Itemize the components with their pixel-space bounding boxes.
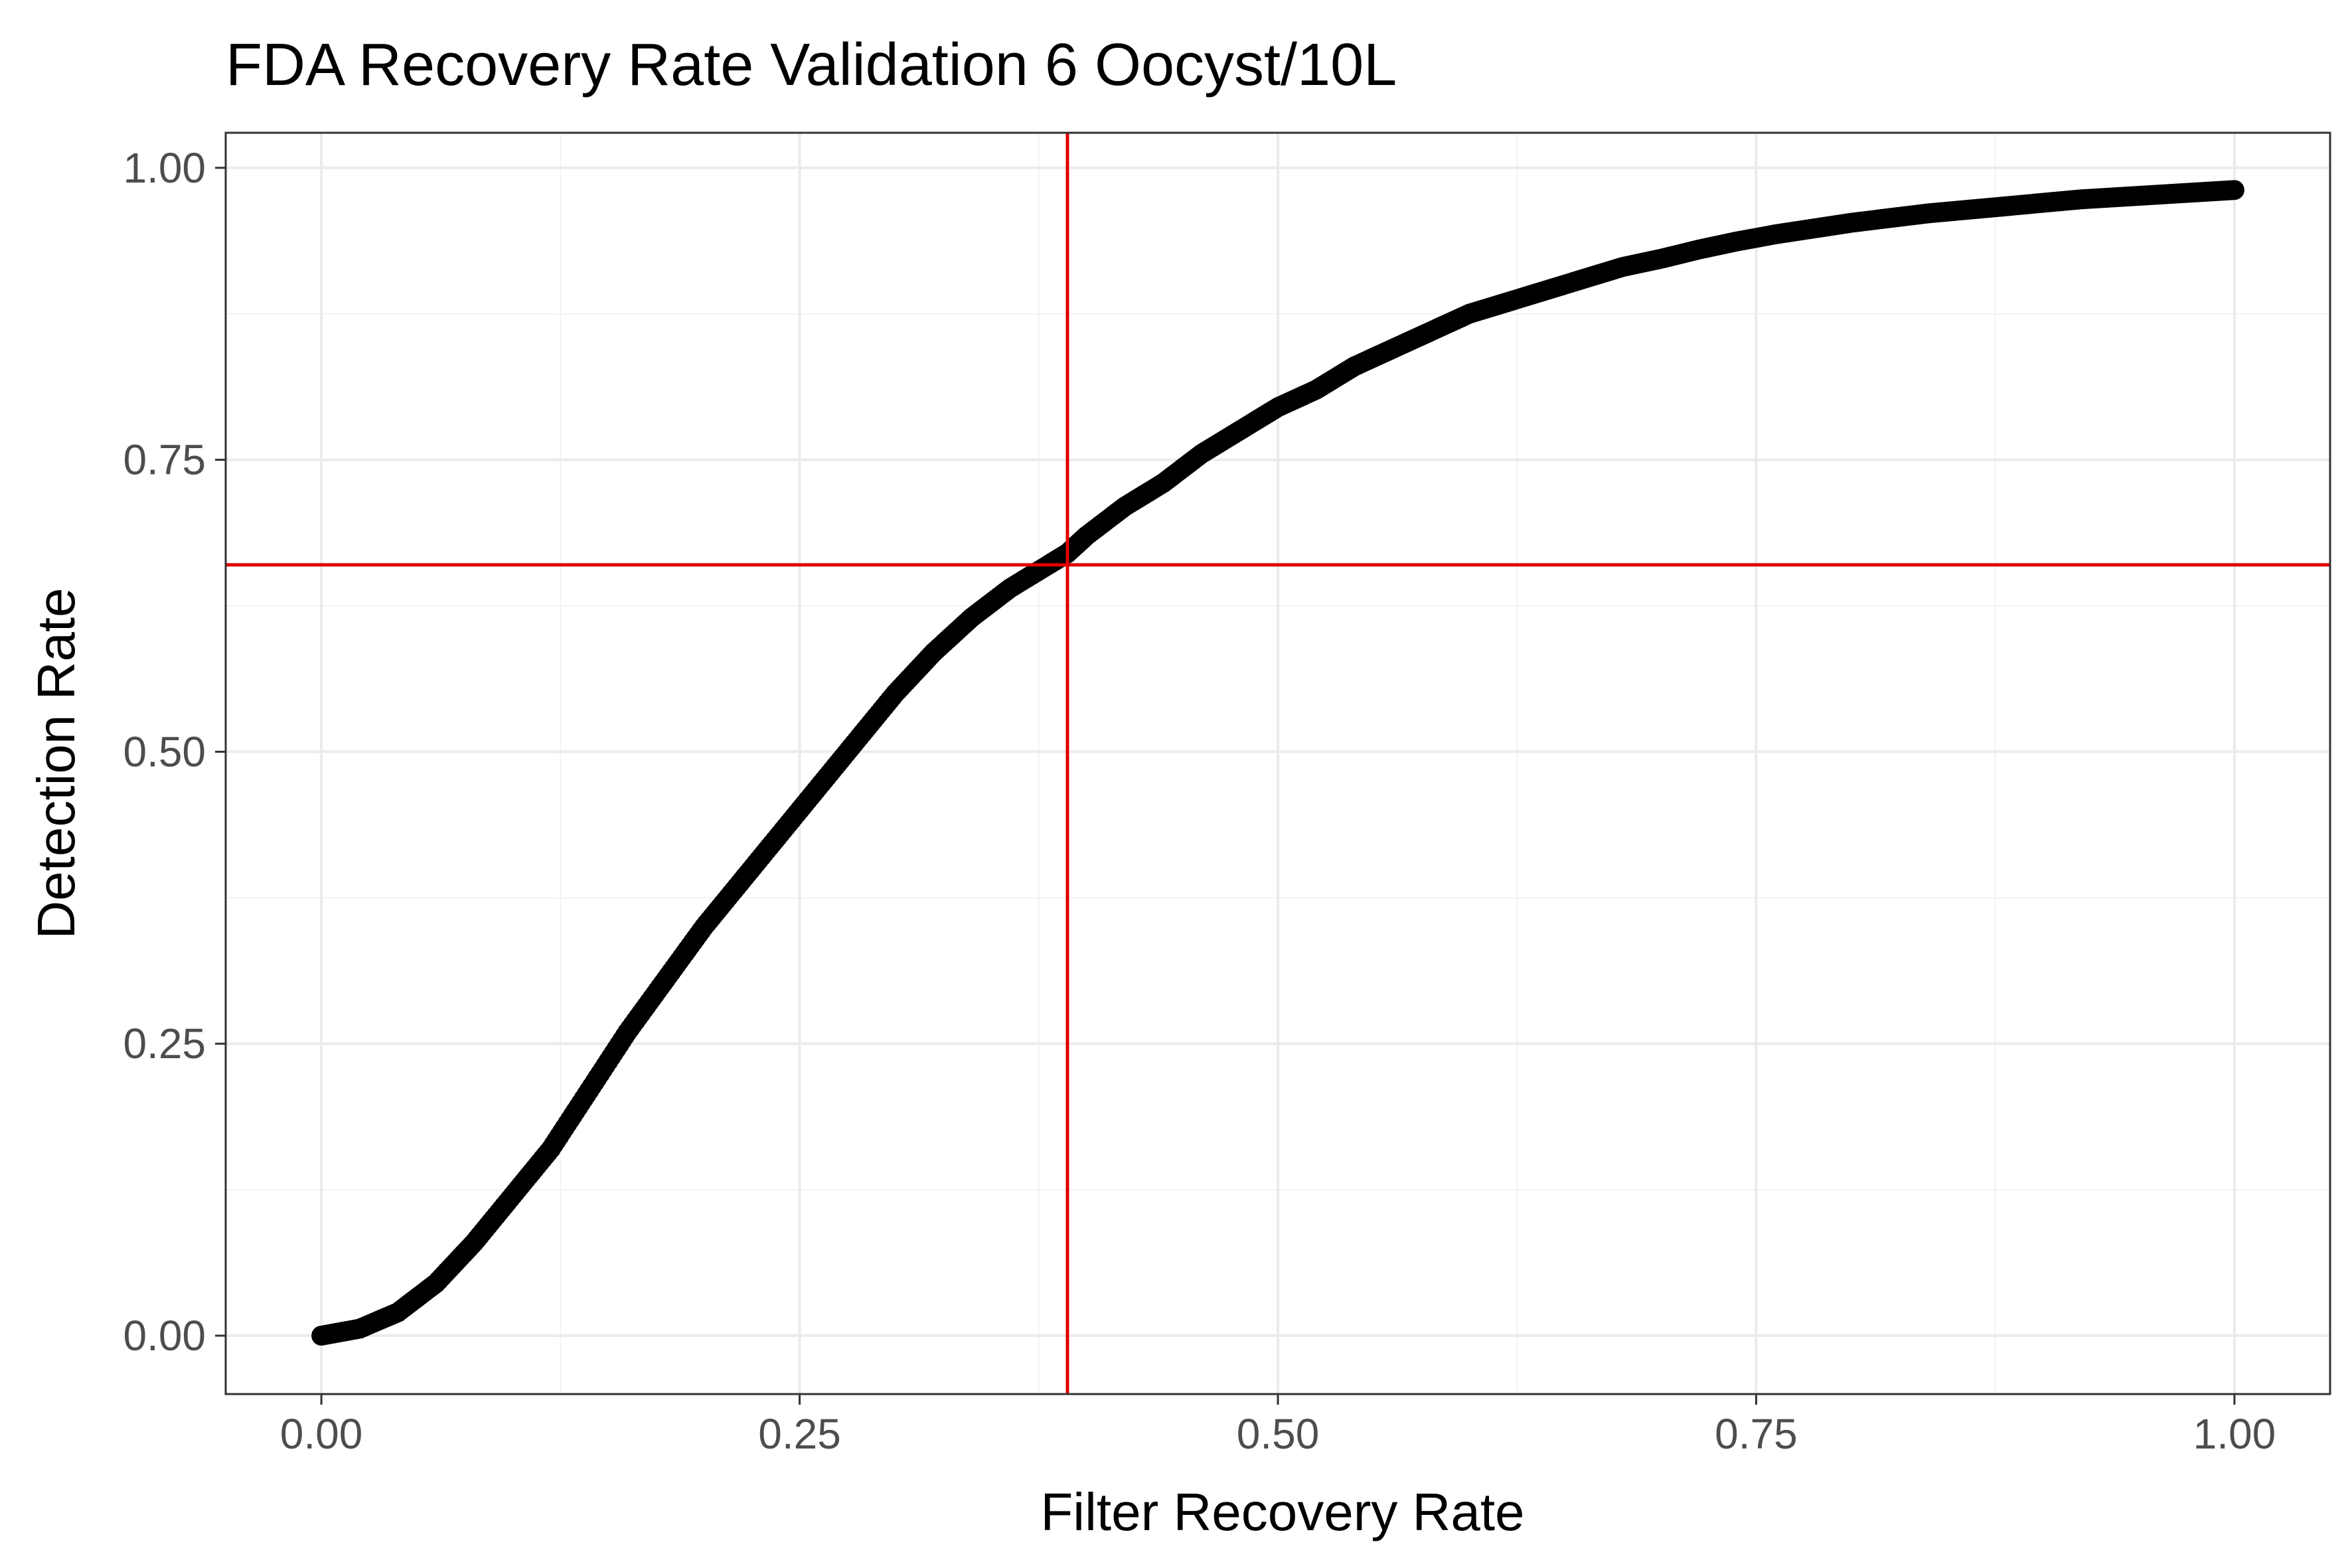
x-tick-label: 0.50	[1237, 1410, 1320, 1458]
chart-title: FDA Recovery Rate Validation 6 Oocyst/10…	[226, 32, 1397, 98]
x-tick-label: 0.75	[1715, 1410, 1798, 1458]
data-point	[2224, 180, 2244, 200]
x-tick-label: 0.00	[280, 1410, 363, 1458]
y-tick-label: 0.25	[123, 1020, 206, 1067]
y-tick-label: 1.00	[123, 144, 206, 192]
data-points	[311, 180, 2244, 1346]
grid-layer	[226, 133, 2330, 1394]
x-axis-title: Filter Recovery Rate	[1040, 1482, 1524, 1541]
x-tick-label: 1.00	[2193, 1410, 2276, 1458]
y-tick-label: 0.75	[123, 436, 206, 484]
y-tick-label: 0.00	[123, 1312, 206, 1360]
reference-lines	[226, 133, 2330, 1394]
axis-ticks: 0.00 0.25 0.50 0.75 1.00 0.00 0.25 0.50 0.75 1.00	[123, 144, 2276, 1458]
x-tick-label: 0.25	[758, 1410, 841, 1458]
y-axis-title: Detection Rate	[27, 588, 86, 939]
y-tick-label: 0.50	[123, 728, 206, 775]
